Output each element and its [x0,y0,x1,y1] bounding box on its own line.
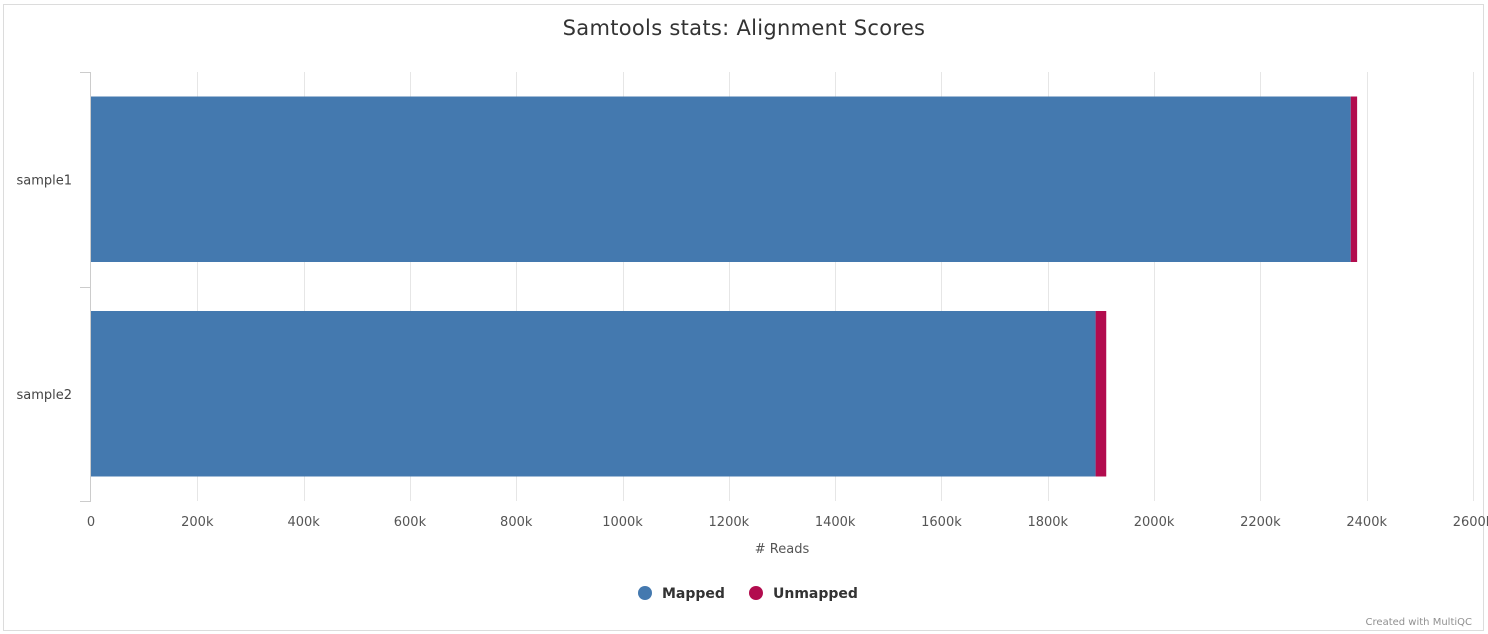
legend: Mapped Unmapped [638,586,858,602]
credits-text[interactable]: Created with MultiQC [1366,617,1472,628]
legend-marker [638,586,652,600]
x-tick-label: 2200k [1240,515,1281,530]
x-tick-label: 200k [181,515,214,530]
bar-unmapped-sample1[interactable] [1350,96,1358,263]
bar-unmapped-sample2[interactable] [1095,311,1107,477]
bar-mapped-sample1[interactable] [91,96,1351,263]
bars [91,96,1358,477]
x-tick-label: 400k [287,515,320,530]
x-tick-label: 1400k [815,515,856,530]
x-tick-label: 2600k [1453,515,1488,530]
x-tick-label: 1200k [709,515,750,530]
x-tick-label: 1800k [1027,515,1068,530]
y-category-label: sample1 [16,173,72,188]
x-tick-label: 1600k [921,515,962,530]
x-axis-title: # Reads [755,542,810,557]
bar-mapped-sample2[interactable] [91,311,1096,477]
x-tick-label: 800k [500,515,533,530]
y-axis: sample1 sample2 [16,72,91,502]
x-axis: 0 200k 400k 600k 800k 1000k 1200k 1400k 1600k 180… [87,515,1488,530]
x-tick-label: 0 [87,515,95,530]
x-tick-label: 2400k [1346,515,1387,530]
x-tick-label: 1000k [602,515,643,530]
y-category-label: sample2 [16,388,72,403]
legend-item-mapped[interactable]: Mapped [638,586,725,602]
legend-marker [749,586,763,600]
legend-label: Mapped [662,586,725,602]
legend-label: Unmapped [773,586,858,602]
chart-title: Samtools stats: Alignment Scores [563,16,926,40]
legend-item-unmapped[interactable]: Unmapped [749,586,858,602]
x-tick-label: 2000k [1134,515,1175,530]
x-tick-label: 600k [394,515,427,530]
